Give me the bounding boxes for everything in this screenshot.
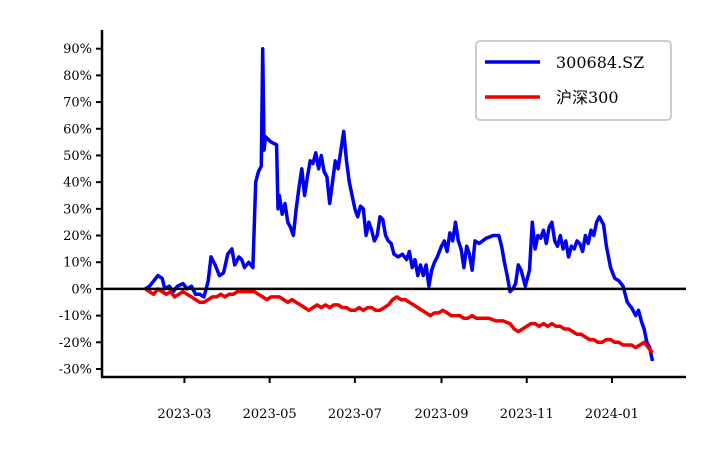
x-tick-label: 2023-11: [500, 407, 554, 422]
y-tick-label: 50%: [63, 149, 92, 164]
y-tick-label: 30%: [63, 202, 92, 217]
y-tick-label: 60%: [63, 122, 92, 137]
legend: 300684.SZ 沪深300: [475, 40, 672, 121]
x-axis-ticks: 2023-03 2023-05 2023-07 2023-09 2023-11 2024-…: [157, 377, 639, 422]
legend-label-300684: 300684.SZ: [556, 53, 644, 72]
y-tick-label: 40%: [63, 176, 92, 191]
series-line-0: [144, 46, 655, 362]
y-tick-label: -30%: [59, 362, 92, 377]
y-tick-label: 80%: [63, 69, 92, 84]
series-line-1: [144, 287, 654, 355]
y-tick-label: 90%: [63, 42, 92, 57]
y-tick-label: -20%: [59, 336, 92, 351]
y-tick-label: 10%: [63, 256, 92, 271]
series-layer: [144, 46, 655, 362]
x-tick-label: 2023-07: [328, 407, 382, 422]
x-tick-label: 2024-01: [585, 407, 639, 422]
y-axis-ticks: -30% -20% -10% 0% 10% 20% 30% 40% 50% 60% 70% 80% 90…: [59, 42, 102, 377]
x-tick-label: 2023-05: [243, 407, 297, 422]
y-tick-label: 20%: [63, 229, 92, 244]
x-tick-label: 2023-09: [414, 407, 468, 422]
legend-label-hs300: 沪深300: [556, 88, 619, 107]
x-tick-label: 2023-03: [157, 407, 211, 422]
y-tick-label: -10%: [59, 309, 92, 324]
y-tick-label: 70%: [63, 96, 92, 111]
y-tick-label: 0%: [71, 282, 92, 297]
